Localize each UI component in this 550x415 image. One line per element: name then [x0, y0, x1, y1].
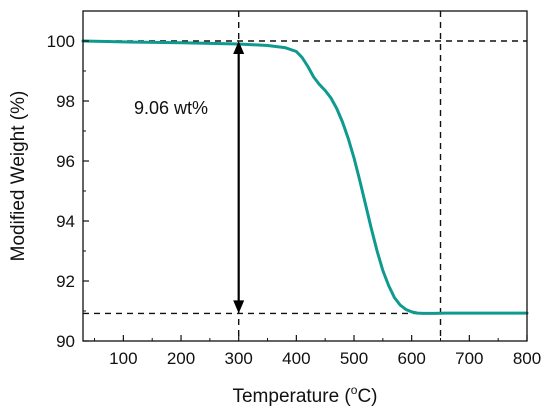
series-line-0	[81, 39, 529, 315]
x-tick-label-200: 200	[167, 349, 195, 368]
annotation-arrow	[233, 41, 245, 314]
x-axis-label: Temperature (oC)	[232, 383, 377, 407]
x-tick-label-300: 300	[225, 349, 253, 368]
y-axis-label: Modified Weight (%)	[8, 91, 29, 262]
plot-frame	[82, 10, 528, 342]
x-tick-label-100: 100	[109, 349, 137, 368]
arrow-head-top	[233, 41, 245, 54]
x-tick-label-400: 400	[282, 349, 310, 368]
y-tick-label-100: 100	[47, 32, 75, 51]
y-tick-label-94: 94	[56, 212, 75, 231]
x-tick-label-600: 600	[397, 349, 425, 368]
x-tick-label-500: 500	[340, 349, 368, 368]
arrow-head-bottom	[233, 300, 245, 314]
y-tick-label-98: 98	[56, 92, 75, 111]
data-series	[81, 39, 529, 315]
x-axis-ticks: 100 200 300 400 500 600 700 800	[94, 335, 541, 368]
x-tick-label-700: 700	[455, 349, 483, 368]
y-tick-label-92: 92	[56, 272, 75, 291]
y-tick-label-90: 90	[56, 332, 75, 351]
annotation-label: 9.06 wt%	[134, 98, 208, 118]
y-axis-ticks: 90 92 94 96 98 100	[47, 10, 89, 351]
y-tick-label-96: 96	[56, 152, 75, 171]
x-tick-label-800: 800	[513, 349, 541, 368]
